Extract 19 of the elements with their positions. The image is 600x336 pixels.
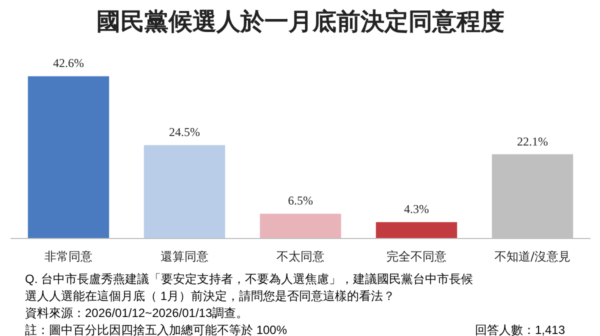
x-tick-label: 非常同意 (44, 250, 92, 264)
x-tick-label: 不太同意 (276, 250, 324, 264)
data-label: 24.5% (169, 125, 200, 140)
x-tick-label: 不知道/沒意見 (494, 250, 571, 264)
x-tick-label: 還算同意 (160, 250, 208, 264)
bar (376, 222, 458, 238)
data-label: 42.6% (53, 56, 84, 70)
data-label: 4.3% (404, 202, 429, 216)
x-tick-label: 完全不同意 (386, 250, 446, 264)
text: Q. 台中市長盧秀燕建議「要安定支持者，不要為人選焦慮」，建議國民黨台中市長候選人人選能在這個月底（ 1月）前決定，請問您是否同意這樣的看法？ (25, 272, 474, 304)
data-label: 6.5% (288, 194, 313, 208)
bar (260, 214, 342, 238)
chart-title: 國民黨候選人於一月底前決定同意程度 (96, 8, 504, 36)
text: 註：圖中百分比因四捨五入加總可能不等於 100% (25, 323, 288, 336)
source-note: 資料來源：2026/01/12~2026/01/13調查。 (25, 306, 248, 320)
text: 回答人數：1,413 (474, 322, 565, 336)
bar (144, 145, 226, 238)
bar (28, 76, 110, 238)
data-label: 22.1% (517, 134, 548, 148)
